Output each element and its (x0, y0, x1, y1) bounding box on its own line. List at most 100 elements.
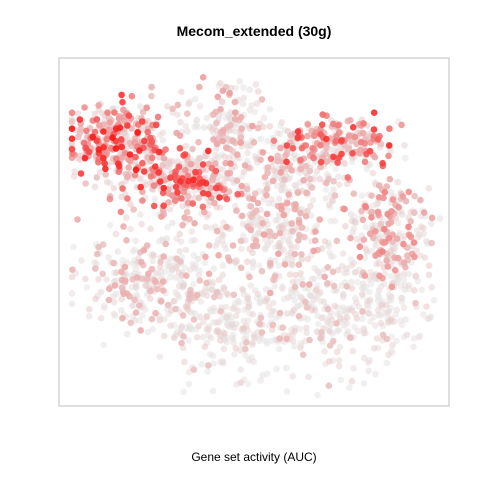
data-point (289, 373, 297, 380)
data-point (219, 271, 226, 279)
data-point (110, 299, 118, 306)
data-point (76, 116, 84, 123)
data-point (244, 295, 252, 302)
data-point (225, 154, 233, 162)
data-point (150, 182, 158, 189)
data-point (95, 102, 102, 109)
data-point (425, 271, 433, 279)
data-point (147, 295, 154, 302)
data-point (83, 284, 91, 291)
data-point (118, 276, 126, 284)
data-point (94, 250, 101, 258)
data-point (253, 100, 261, 107)
data-point (227, 84, 235, 92)
data-point (213, 140, 221, 148)
data-point (240, 94, 248, 102)
data-point (327, 253, 335, 260)
data-point (144, 128, 151, 136)
data-point (267, 238, 274, 245)
data-point (106, 221, 114, 229)
data-point (233, 207, 240, 214)
data-point (105, 296, 113, 304)
data-point (86, 306, 93, 313)
data-point (405, 188, 413, 196)
data-point (196, 83, 203, 91)
data-point (385, 291, 393, 299)
data-point (166, 274, 174, 281)
data-point (68, 290, 76, 297)
data-point (160, 253, 167, 260)
data-point (310, 154, 317, 162)
data-point (180, 333, 187, 340)
data-point (220, 285, 228, 292)
data-point (292, 201, 299, 208)
data-point (147, 225, 154, 233)
data-point (342, 309, 350, 316)
data-point (389, 196, 397, 203)
data-point (384, 309, 392, 316)
data-point (312, 228, 319, 235)
data-point (110, 310, 118, 318)
data-point (186, 296, 193, 303)
data-point (126, 151, 134, 158)
data-point (118, 295, 125, 303)
data-point (420, 209, 428, 216)
data-point (133, 274, 141, 281)
data-point (270, 137, 278, 144)
data-point (389, 341, 396, 349)
data-point (321, 273, 329, 281)
data-point (359, 290, 366, 298)
data-point (69, 266, 76, 274)
data-point (196, 154, 204, 162)
data-point (257, 314, 265, 322)
data-point (70, 243, 77, 251)
data-point (205, 325, 212, 333)
data-point (245, 303, 253, 311)
data-point (119, 185, 126, 192)
data-point (123, 330, 131, 338)
data-point (298, 144, 306, 152)
data-point (402, 197, 410, 205)
data-point (159, 137, 167, 144)
data-point (185, 369, 193, 376)
data-point (219, 87, 227, 94)
data-point (77, 125, 84, 133)
data-point (293, 243, 300, 251)
data-point (335, 326, 343, 334)
data-point (276, 335, 284, 342)
data-point (180, 388, 187, 396)
data-point (302, 298, 309, 306)
data-point (181, 214, 188, 221)
data-point (423, 237, 430, 245)
data-point (407, 218, 415, 225)
data-point (238, 245, 245, 253)
data-point (428, 214, 436, 222)
data-point (363, 248, 371, 256)
data-point (265, 303, 273, 311)
data-point (230, 291, 238, 299)
data-point (295, 133, 302, 141)
data-point (316, 175, 324, 183)
data-point (278, 186, 285, 194)
data-point (141, 137, 148, 145)
data-point (170, 297, 178, 305)
data-point (138, 220, 145, 228)
data-point (384, 263, 392, 270)
data-point (385, 152, 392, 160)
data-point (385, 351, 392, 359)
data-point (97, 288, 105, 296)
data-point (309, 196, 317, 204)
data-point (219, 127, 227, 134)
data-point (196, 313, 204, 321)
data-point (199, 74, 207, 81)
data-point (288, 220, 296, 227)
data-point (246, 273, 253, 281)
data-point (192, 95, 199, 103)
data-point (326, 327, 333, 335)
data-point (400, 276, 408, 284)
data-point (252, 81, 260, 88)
data-point (266, 106, 274, 113)
data-point (176, 145, 184, 152)
data-point (254, 199, 262, 207)
data-point (237, 366, 244, 373)
